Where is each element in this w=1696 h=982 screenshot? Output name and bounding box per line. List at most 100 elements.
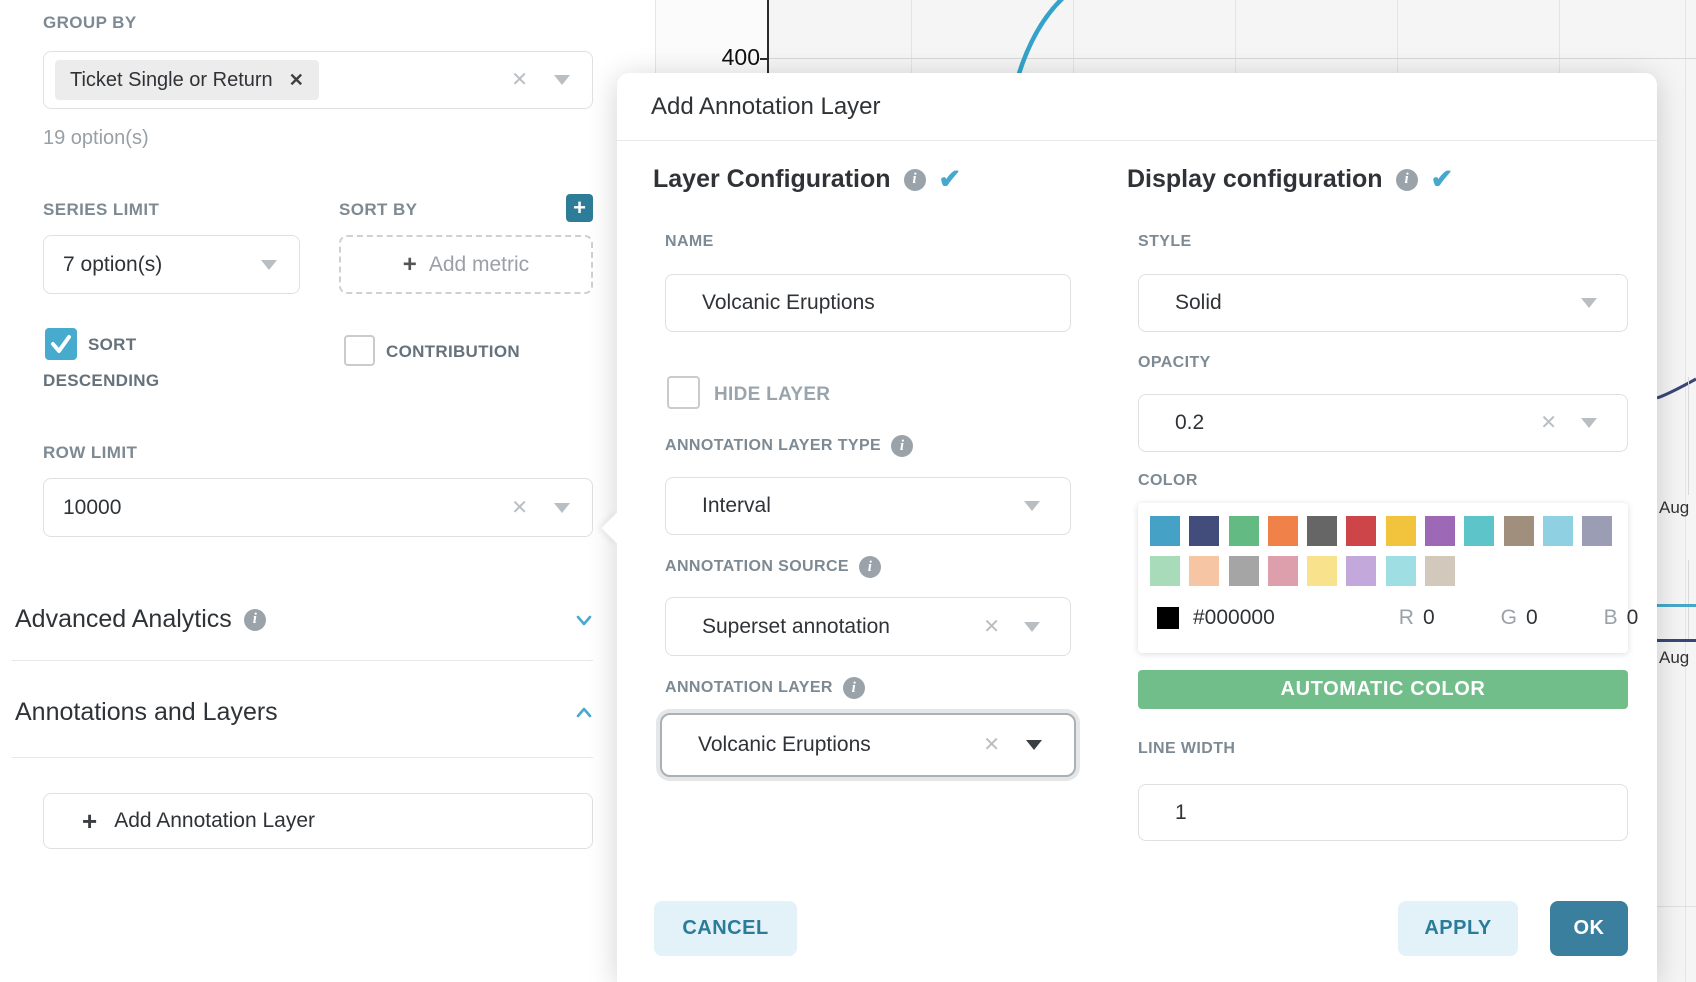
ok-button[interactable]: OK (1550, 901, 1628, 956)
plus-icon: + (402, 250, 417, 278)
palette-swatch[interactable] (1503, 516, 1534, 546)
g-value[interactable]: 0 (1525, 606, 1538, 629)
hide-layer-checkbox[interactable] (667, 376, 700, 409)
opacity-value: 0.2 (1175, 411, 1205, 434)
palette-swatch[interactable] (1425, 516, 1456, 546)
chart-line-navy (1657, 377, 1696, 400)
opacity-label: OPACITY (1138, 354, 1211, 371)
palette-swatch[interactable] (1307, 516, 1338, 546)
chevron-down-icon[interactable] (1581, 298, 1597, 308)
info-icon[interactable]: i (858, 556, 881, 578)
y-axis-tick (760, 58, 768, 60)
annotation-layer-select[interactable]: Volcanic Eruptions ✕ (660, 713, 1076, 777)
clear-icon[interactable]: ✕ (983, 615, 1000, 638)
hex-value[interactable]: #000000 (1193, 606, 1275, 629)
chevron-down-icon[interactable] (1024, 621, 1040, 632)
r-value[interactable]: 0 (1422, 606, 1435, 629)
annotations-layers-section[interactable]: Annotations and Layers (15, 698, 593, 727)
chevron-down-icon[interactable] (554, 502, 570, 513)
group-by-select[interactable]: Ticket Single or Return ✕ ✕ (43, 51, 593, 109)
ok-label: OK (1573, 917, 1605, 939)
popover-header-divider (617, 140, 1657, 141)
info-icon[interactable]: i (891, 435, 914, 457)
display-configuration-heading: Display configuration i ✔ (1127, 165, 1453, 194)
b-label: B (1603, 606, 1618, 629)
palette-swatch[interactable] (1346, 516, 1377, 546)
annotation-layer-type-select[interactable]: Interval (665, 477, 1071, 535)
add-metric-plus-button[interactable]: + (566, 194, 593, 222)
cancel-label: CANCEL (682, 917, 769, 939)
section-divider (12, 757, 593, 758)
cancel-button[interactable]: CANCEL (654, 901, 797, 956)
axis-line (1688, 560, 1689, 640)
chevron-down-icon[interactable] (1026, 740, 1042, 750)
plus-icon: + (82, 805, 98, 836)
palette-swatch[interactable] (1346, 556, 1377, 586)
row-limit-select[interactable]: 10000 ✕ (43, 478, 593, 537)
group-by-helper: 19 option(s) (43, 127, 149, 149)
chevron-down-icon[interactable] (261, 259, 277, 270)
group-by-label: GROUP BY (43, 13, 137, 32)
series-limit-value: 7 option(s) (63, 252, 163, 276)
automatic-color-label: AUTOMATIC COLOR (1280, 678, 1486, 700)
annotation-source-value: Superset annotation (702, 614, 890, 638)
group-by-tag[interactable]: Ticket Single or Return ✕ (55, 60, 319, 100)
automatic-color-button[interactable]: AUTOMATIC COLOR (1138, 670, 1628, 709)
annotations-layers-title: Annotations and Layers (15, 698, 278, 726)
contribution-checkbox[interactable] (344, 335, 375, 366)
chart-line-cyan (1657, 604, 1696, 607)
gridline (1685, 0, 1686, 982)
valid-check-icon: ✔ (1430, 164, 1454, 194)
clear-icon[interactable]: ✕ (1540, 412, 1557, 434)
chevron-down-icon[interactable] (1581, 418, 1597, 428)
palette-swatch[interactable] (1464, 516, 1495, 546)
palette-swatch[interactable] (1307, 556, 1338, 586)
name-input[interactable]: Volcanic Eruptions (665, 274, 1071, 332)
palette-swatch[interactable] (1228, 556, 1259, 586)
style-select[interactable]: Solid (1138, 274, 1628, 332)
palette-swatch[interactable] (1189, 516, 1220, 546)
clear-icon[interactable]: ✕ (511, 496, 528, 519)
add-metric-button[interactable]: + Add metric (339, 235, 593, 294)
clear-icon[interactable]: ✕ (983, 734, 1000, 756)
palette-swatch[interactable] (1267, 556, 1298, 586)
x-axis-label: Aug (1659, 648, 1690, 667)
palette-swatch[interactable] (1385, 556, 1416, 586)
chevron-down-icon[interactable] (1024, 501, 1040, 511)
palette-swatch[interactable] (1267, 516, 1298, 546)
sort-by-label: SORT BY (339, 200, 418, 219)
layer-configuration-heading: Layer Configuration i ✔ (653, 165, 961, 194)
palette-swatch[interactable] (1189, 556, 1220, 586)
annotation-source-select[interactable]: Superset annotation ✕ (665, 597, 1071, 656)
info-icon[interactable]: i (842, 677, 865, 699)
info-icon[interactable]: i (1395, 168, 1418, 191)
sort-descending-label-1: SORT (88, 335, 137, 354)
palette-swatch[interactable] (1150, 556, 1180, 586)
info-icon[interactable]: i (903, 168, 926, 191)
apply-button[interactable]: APPLY (1398, 901, 1518, 956)
chevron-down-icon[interactable] (575, 611, 593, 629)
palette-swatch[interactable] (1150, 516, 1180, 546)
current-color-chip (1157, 607, 1179, 629)
chevron-up-icon[interactable] (575, 704, 593, 722)
advanced-analytics-section[interactable]: Advanced Analytics i (15, 605, 593, 634)
palette-swatch[interactable] (1582, 516, 1613, 546)
palette-swatch[interactable] (1228, 516, 1259, 546)
palette-swatch[interactable] (1385, 516, 1416, 546)
palette-swatch[interactable] (1542, 516, 1573, 546)
opacity-select[interactable]: 0.2 ✕ (1138, 394, 1628, 452)
layer-configuration-title: Layer Configuration (653, 165, 891, 193)
add-annotation-layer-button[interactable]: + Add Annotation Layer (43, 793, 593, 849)
series-limit-select[interactable]: 7 option(s) (43, 235, 300, 294)
line-width-input[interactable]: 1 (1138, 784, 1628, 841)
annotation-source-text: ANNOTATION SOURCE (665, 558, 849, 575)
tag-remove-icon[interactable]: ✕ (288, 69, 304, 90)
sort-descending-checkbox[interactable] (45, 328, 77, 360)
x-axis-label: Aug (1659, 498, 1690, 517)
palette-swatch[interactable] (1425, 556, 1456, 586)
add-metric-label: Add metric (428, 252, 530, 276)
b-value[interactable]: 0 (1626, 606, 1639, 629)
clear-icon[interactable]: ✕ (511, 69, 528, 91)
info-icon[interactable]: i (243, 608, 266, 631)
chevron-down-icon[interactable] (554, 75, 570, 85)
